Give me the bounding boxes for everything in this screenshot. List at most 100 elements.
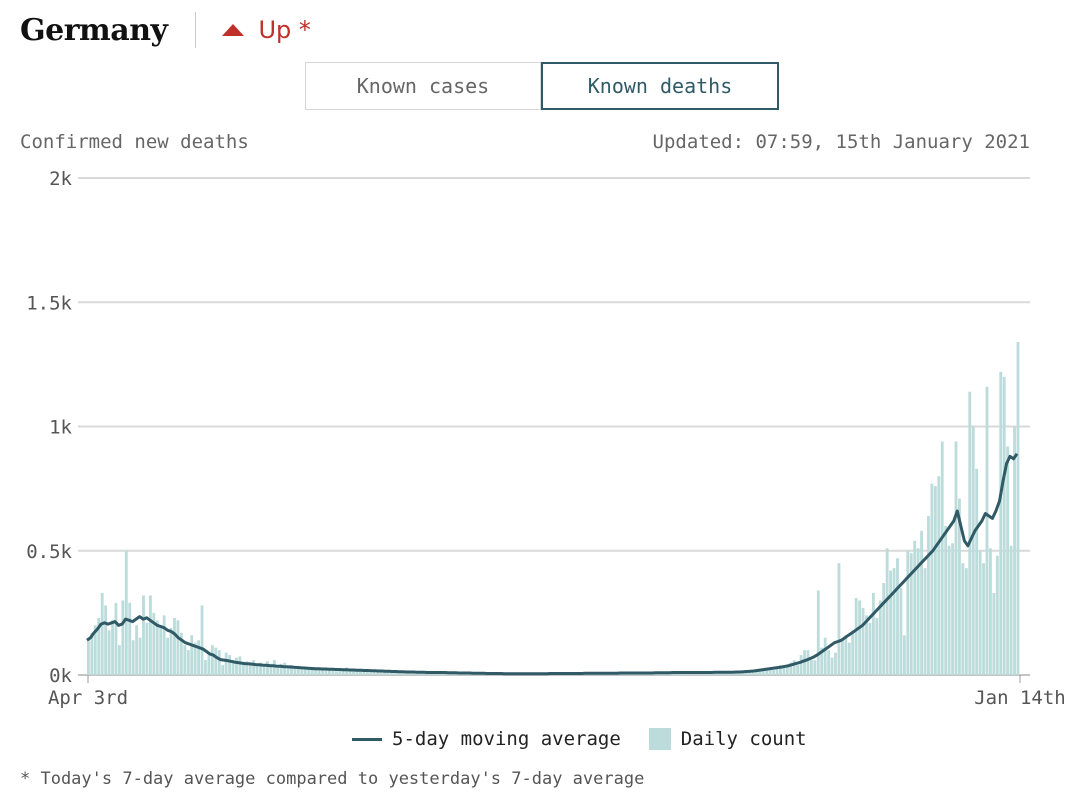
- daily-count-bar: [327, 670, 331, 675]
- daily-count-bar: [944, 525, 948, 675]
- daily-count-bar: [272, 660, 276, 675]
- daily-count-bar: [858, 600, 862, 675]
- daily-count-bar: [410, 672, 414, 675]
- daily-count-bar: [307, 668, 311, 675]
- daily-count-bar: [183, 645, 187, 675]
- daily-count-bar: [665, 673, 669, 675]
- daily-count-bar: [355, 670, 359, 675]
- daily-count-bar: [362, 671, 366, 675]
- daily-count-bar: [978, 550, 982, 675]
- daily-count-bar: [111, 620, 114, 675]
- daily-count-bar: [389, 672, 393, 675]
- daily-count-bar: [279, 663, 283, 675]
- daily-count-bar: [672, 673, 676, 675]
- daily-count-bar: [964, 568, 968, 675]
- daily-count-bar: [217, 650, 221, 675]
- daily-count-bar: [369, 672, 373, 675]
- daily-count-bar: [365, 670, 369, 675]
- daily-count-bar: [744, 672, 748, 675]
- daily-count-bar: [186, 650, 190, 675]
- daily-count-bar: [214, 647, 218, 675]
- daily-count-bar: [971, 426, 975, 675]
- daily-count-bar: [204, 660, 207, 675]
- daily-count-bar: [176, 620, 180, 675]
- daily-count-bar: [661, 673, 665, 675]
- daily-count-bar: [148, 595, 152, 675]
- known-cases-button[interactable]: Known cases: [305, 62, 541, 110]
- daily-count-bar: [235, 657, 238, 675]
- daily-count-bar: [107, 630, 111, 675]
- daily-count-bar: [297, 667, 300, 675]
- daily-count-bar: [97, 617, 101, 675]
- daily-count-bar: [892, 568, 896, 675]
- daily-count-bar: [875, 617, 879, 675]
- daily-count-bar: [1013, 426, 1016, 675]
- daily-count-bar: [210, 645, 214, 675]
- daily-count-bar: [889, 570, 893, 675]
- daily-count-bar: [985, 386, 989, 675]
- daily-count-bar: [190, 635, 194, 675]
- y-tick-label: 2k: [49, 168, 72, 190]
- daily-count-bar: [899, 588, 903, 675]
- daily-count-bar: [438, 673, 442, 675]
- daily-count-bar: [995, 555, 999, 675]
- daily-count-bar: [142, 595, 145, 675]
- daily-count-bar: [792, 660, 796, 675]
- daily-count-bar: [293, 666, 297, 675]
- header-divider: [195, 12, 197, 48]
- footnote: * Today's 7-day average compared to yest…: [20, 769, 645, 789]
- daily-count-bar: [796, 665, 800, 675]
- daily-count-bar: [173, 617, 176, 675]
- daily-count-bar: [114, 602, 118, 675]
- daily-count-bar: [816, 590, 820, 675]
- y-tick-label: 0k: [49, 665, 72, 687]
- deaths-chart: 0k 0.5k 1k 1.5k 2k Apr 3rd Jan 14th: [26, 168, 1066, 709]
- daily-count-bar: [386, 672, 390, 675]
- daily-count-bar: [324, 667, 328, 675]
- daily-count-bar: [947, 545, 951, 675]
- daily-count-bar: [310, 667, 314, 675]
- daily-count-bar: [303, 667, 307, 675]
- daily-count-bar: [861, 607, 865, 675]
- daily-count-bar: [686, 673, 689, 675]
- daily-count-bar: [93, 625, 97, 675]
- y-tick-label: 1k: [49, 417, 72, 439]
- daily-count-bar: [255, 663, 259, 675]
- daily-count-bar: [414, 673, 417, 675]
- daily-count-bar: [999, 371, 1003, 675]
- daily-count-bar: [913, 540, 917, 675]
- daily-count-bar: [145, 622, 149, 675]
- y-tick-label: 1.5k: [26, 292, 72, 314]
- daily-count-bar: [396, 672, 400, 675]
- daily-count-bar: [138, 637, 142, 675]
- known-deaths-button[interactable]: Known deaths: [541, 62, 779, 110]
- daily-count-bar: [321, 668, 324, 675]
- daily-count-bar: [245, 661, 249, 675]
- header: Germany Up *: [20, 10, 311, 50]
- legend-line-swatch: [352, 737, 382, 741]
- daily-count-bar: [961, 563, 965, 675]
- daily-count-bar: [906, 550, 910, 675]
- daily-count-bar: [352, 671, 355, 675]
- daily-count-bar: [269, 663, 273, 675]
- daily-count-bar: [407, 672, 411, 675]
- daily-count-bar: [159, 625, 163, 675]
- daily-count-bar: [871, 592, 875, 675]
- daily-count-bar: [300, 667, 304, 675]
- daily-count-bar: [920, 530, 924, 675]
- moving-average-path: [86, 452, 1019, 676]
- daily-count-bar: [951, 543, 954, 675]
- daily-count-bar: [834, 652, 837, 675]
- daily-count-bar: [748, 672, 751, 675]
- daily-count-bar: [155, 620, 159, 675]
- daily-count-bar: [1006, 446, 1010, 675]
- daily-count-bar: [840, 640, 844, 675]
- daily-count-bar: [131, 640, 135, 675]
- daily-count-bar: [290, 665, 293, 675]
- daily-count-bar: [806, 650, 810, 675]
- daily-count-bar: [403, 672, 407, 675]
- daily-count-bar: [682, 673, 686, 675]
- daily-count-bar: [827, 650, 831, 675]
- daily-count-bars: [87, 342, 1020, 675]
- daily-count-bar: [844, 635, 848, 675]
